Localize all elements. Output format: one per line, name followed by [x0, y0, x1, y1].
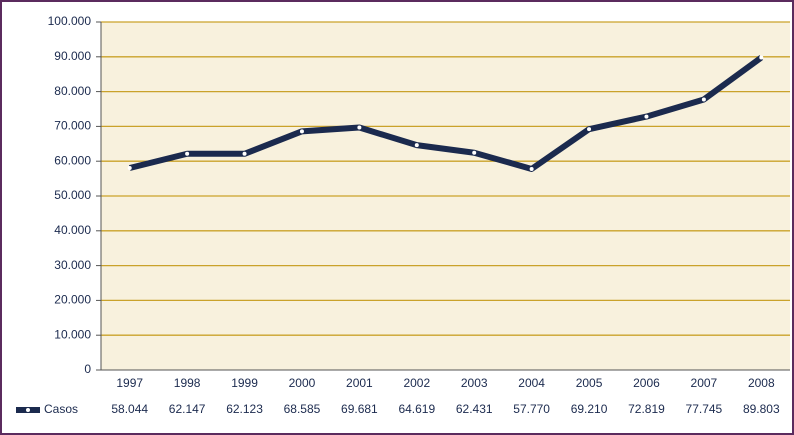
- point: [701, 97, 706, 102]
- point: [414, 143, 419, 148]
- point: [299, 129, 304, 134]
- point: [242, 151, 247, 156]
- point: [587, 127, 592, 132]
- data-label: 72.819: [628, 402, 665, 416]
- data-label: 62.147: [169, 402, 206, 416]
- point: [472, 150, 477, 155]
- data-label: 57.770: [513, 402, 550, 416]
- data-label: 69.681: [341, 402, 378, 416]
- point: [127, 166, 132, 171]
- line: [128, 55, 764, 172]
- legend-marker: [26, 408, 30, 412]
- y-tick-label: 70.000: [54, 119, 91, 133]
- x-tick-label: 1997: [116, 376, 143, 390]
- data-label: 62.123: [226, 402, 263, 416]
- point: [185, 151, 190, 156]
- y-tick-label: 60.000: [54, 153, 91, 167]
- x-tick-label: 2002: [403, 376, 430, 390]
- x-tick-label: 2007: [691, 376, 718, 390]
- x-tick-label: 1998: [174, 376, 201, 390]
- x-tick-label: 2003: [461, 376, 488, 390]
- y-tick-label: 0: [84, 362, 91, 376]
- point: [357, 125, 362, 130]
- y-tick-label: 40.000: [54, 223, 91, 237]
- y-tick-label: 50.000: [54, 188, 91, 202]
- data-label: 77.745: [686, 402, 723, 416]
- y-tick-label: 100.000: [48, 14, 92, 28]
- x-tick-label: 2000: [289, 376, 316, 390]
- y-tick-label: 20.000: [54, 293, 91, 307]
- y-tick-label: 80.000: [54, 84, 91, 98]
- x-tick-label: 2006: [633, 376, 660, 390]
- data-label: 58.044: [111, 402, 148, 416]
- point: [644, 114, 649, 119]
- x-tick-label: 2005: [576, 376, 603, 390]
- data-label: 69.210: [571, 402, 608, 416]
- data-label: 62.431: [456, 402, 493, 416]
- y-tick-label: 10.000: [54, 327, 91, 341]
- legend-label: Casos: [44, 402, 78, 416]
- x-tick-label: 1999: [231, 376, 258, 390]
- point: [759, 55, 764, 60]
- point: [529, 166, 534, 171]
- x-tick-label: 2008: [748, 376, 775, 390]
- y-tick-label: 30.000: [54, 258, 91, 272]
- y-tick-label: 90.000: [54, 49, 91, 63]
- data-label: 64.619: [398, 402, 435, 416]
- x-tick-label: 2001: [346, 376, 373, 390]
- x-tick-label: 2004: [518, 376, 545, 390]
- data-label: 68.585: [284, 402, 321, 416]
- data-label: 89.803: [743, 402, 780, 416]
